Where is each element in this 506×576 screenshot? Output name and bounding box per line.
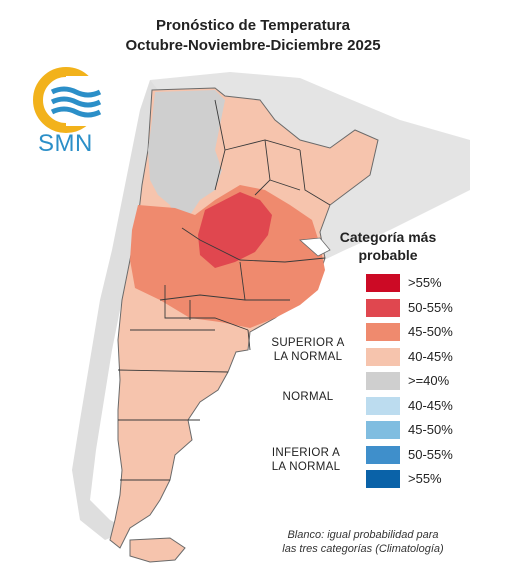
legend-swatch — [366, 372, 400, 390]
legend-group-inferior: INFERIOR A LA NORMAL — [264, 446, 348, 474]
legend-group-superior-line1: SUPERIOR A — [271, 337, 345, 349]
legend-group-inferior-line1: INFERIOR A — [271, 447, 341, 459]
legend-label: >=40% — [408, 373, 450, 388]
tierra-del-fuego — [129, 537, 186, 563]
legend-label: 50-55% — [408, 447, 453, 462]
legend-label: >55% — [408, 471, 442, 486]
legend-title: Categoría más — [339, 229, 437, 245]
legend-title-2: probable — [358, 247, 418, 263]
legend-group-normal: NORMAL — [282, 391, 334, 403]
legend-label: 40-45% — [408, 398, 453, 413]
legend-swatch — [366, 323, 400, 341]
legend-swatch — [366, 421, 400, 439]
map-subtitle: Octubre-Noviembre-Diciembre 2025 — [125, 37, 381, 54]
legend-swatch — [366, 299, 400, 317]
legend-swatch — [366, 397, 400, 415]
legend-label: 45-50% — [408, 324, 453, 339]
northwest-normal-zone — [148, 90, 225, 228]
legend-swatch — [366, 446, 400, 464]
legend-label: 40-45% — [408, 349, 453, 364]
river-de-la-plata — [299, 237, 331, 257]
central-50-55-zone — [198, 192, 272, 268]
legend-label: >55% — [408, 275, 442, 290]
footnote-line1: Blanco: igual probabilidad para — [287, 529, 439, 541]
legend-swatch — [366, 348, 400, 366]
legend-group-inferior-line2: LA NORMAL — [271, 461, 341, 473]
legend-swatch — [366, 274, 400, 292]
legend-label: 45-50% — [408, 422, 453, 437]
chile-territory — [72, 80, 158, 540]
legend-group-superior-line2: LA NORMAL — [273, 351, 343, 363]
legend-swatch — [366, 470, 400, 488]
north-40-45-patch — [218, 132, 250, 175]
smn-logo-icon — [33, 67, 110, 133]
smn-logo-text: SMN — [38, 130, 93, 157]
province-borders — [117, 99, 331, 481]
legend-label: 50-55% — [408, 300, 453, 315]
legend-group-superior: SUPERIOR A LA NORMAL — [266, 336, 350, 364]
map-title: Pronóstico de Temperatura — [156, 17, 350, 34]
footnote-line2: las tres categorías (Climatología) — [282, 543, 444, 555]
